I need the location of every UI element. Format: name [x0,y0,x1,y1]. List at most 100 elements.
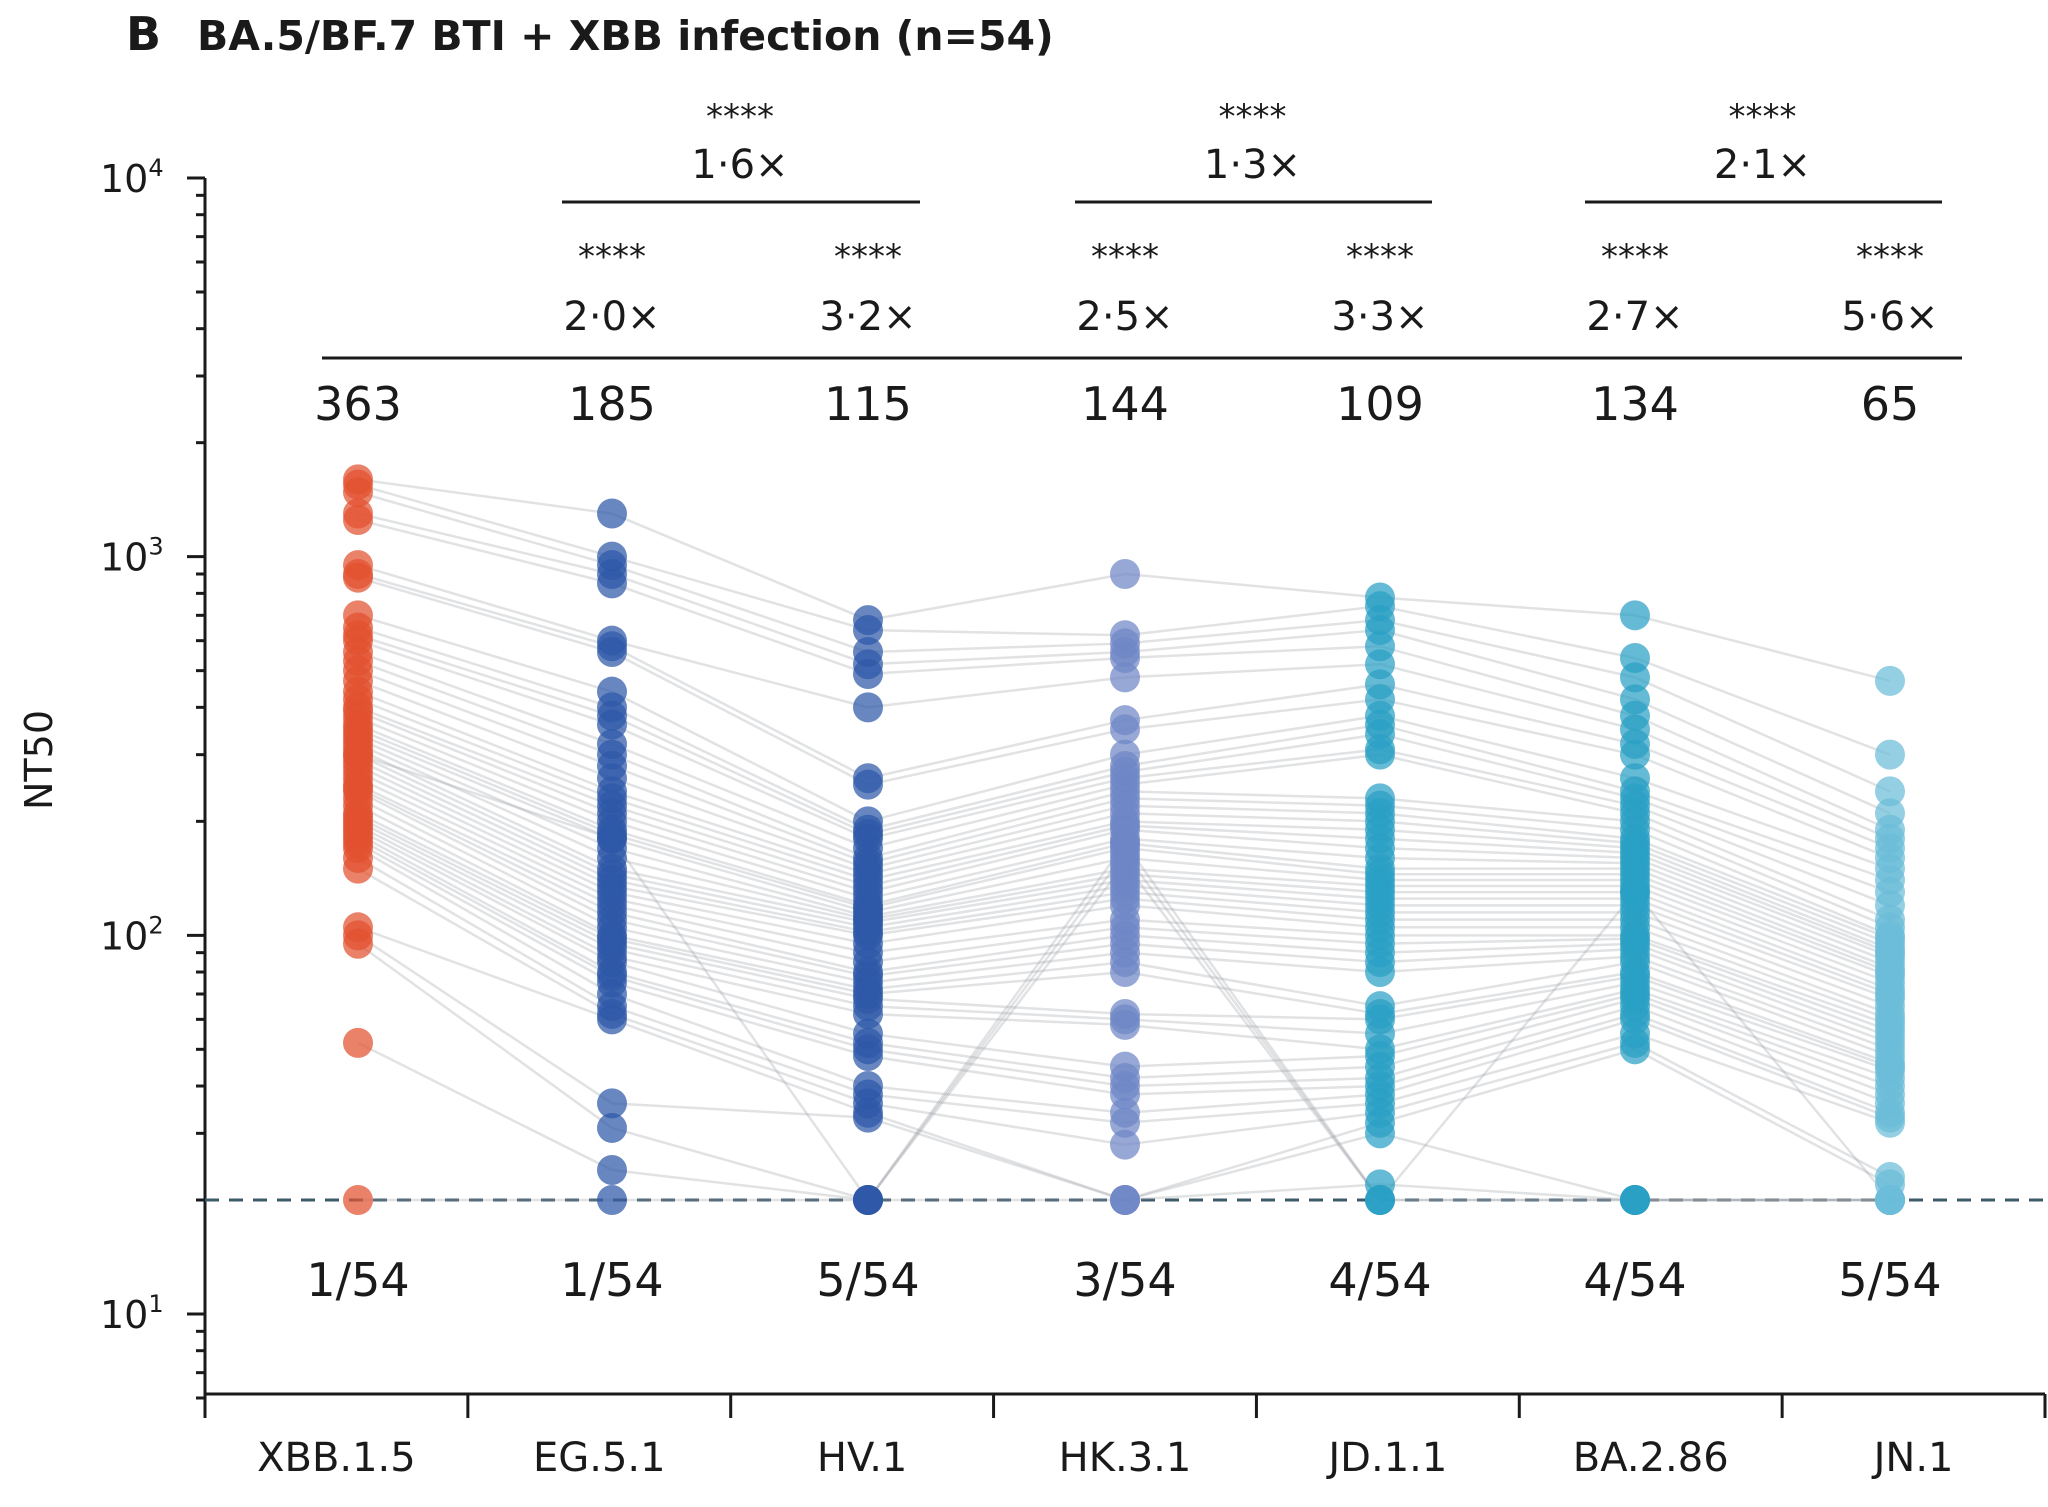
paired-line [867,1004,1126,1021]
paired-line [1379,820,1636,845]
paired-line [611,706,869,831]
paired-line [1634,828,1891,937]
paired-line [1634,897,1891,996]
paired-line [611,820,869,900]
paired-line [867,572,1126,622]
x-axis-ticks [203,1394,2047,1418]
paired-line [1634,942,1891,1038]
data-point [597,1155,627,1186]
data-point [1110,828,1140,859]
paired-line [1379,1183,1636,1202]
paired-line [1634,846,1891,951]
gmt-label: 65 [1861,377,1920,431]
paired-line [357,824,613,958]
paired-line [1124,714,1381,756]
data-point [597,823,627,854]
paired-line [867,878,1126,924]
paired-line [1634,997,1891,1096]
paired-line [1379,714,1636,780]
paired-line [357,732,613,840]
paired-line [611,904,869,964]
paired-line [867,628,1126,637]
paired-line [611,753,869,860]
paired-line [1634,873,1891,974]
data-point [1620,1034,1650,1065]
paired-line [1379,992,1636,1058]
paired-line [867,1048,1126,1088]
paired-line [1124,812,1381,823]
paired-line [611,890,869,945]
paired-line [1124,1023,1381,1051]
paired-line [1124,1012,1381,1021]
fold-change-label: 3·3× [1331,294,1428,340]
data-point [1620,600,1650,631]
paired-line [1379,618,1636,679]
paired-line [1379,804,1636,832]
paired-line [1379,837,1636,855]
paired-line [611,790,869,876]
paired-line [1634,992,1891,1088]
bracket-sig-label: **** [706,97,774,137]
paired-line [611,572,869,666]
paired-line [867,926,1126,964]
paired-line [867,812,1126,876]
paired-line [357,1041,613,1172]
fold-sig-label: **** [1346,237,1414,277]
data-point [343,739,373,770]
paired-line [357,846,613,996]
paired-line [867,642,1126,654]
gmt-label: 185 [568,377,656,431]
data-point [1365,1185,1395,1216]
paired-line [1124,846,1381,876]
paired-line [867,951,1126,984]
paired-line [1124,723,1381,768]
paired-line [611,897,869,954]
paired-line [611,742,869,850]
bracket-fold-label: 1·6× [691,142,788,188]
paired-line [611,884,869,937]
paired-line [357,706,613,807]
data-point [853,658,883,689]
paired-line [1634,714,1891,831]
paired-line [1124,884,1381,907]
paired-line [611,1018,869,1114]
paired-line [1634,797,1891,894]
data-point [1110,714,1140,745]
paired-line [867,1032,1126,1068]
paired-line [867,872,1126,921]
paired-line [357,650,613,746]
paired-lines [357,478,1891,1202]
paired-line [867,790,1126,860]
paired-line [1124,1183,1381,1202]
paired-line [357,710,613,815]
paired-line [610,837,870,1201]
gmt-label: 115 [824,377,912,431]
data-point [853,692,883,723]
data-point [1875,1107,1905,1138]
paired-line [357,804,613,937]
gmt-label: 109 [1336,377,1424,431]
paired-line [357,786,613,914]
data-point [1365,739,1395,770]
paired-line [357,478,613,515]
paired-line [1124,662,1381,679]
data-point [1875,739,1905,770]
below-limit-label: 5/54 [816,1253,919,1307]
paired-line [1124,926,1381,946]
paired-line [357,737,613,850]
paired-line [357,867,613,1016]
paired-line [1634,911,1891,1008]
paired-line [611,970,869,1045]
paired-line [357,572,613,648]
paired-line [867,997,1126,1016]
paired-line [867,942,1126,978]
fold-sig-label: **** [1091,237,1159,277]
paired-line [1124,970,1381,1016]
paired-line [357,753,613,840]
paired-line [867,656,1126,676]
paired-line [867,904,1126,946]
paired-line [867,1012,1126,1027]
paired-line [1379,937,1636,946]
data-point [1365,1118,1395,1149]
paired-line [357,812,613,940]
